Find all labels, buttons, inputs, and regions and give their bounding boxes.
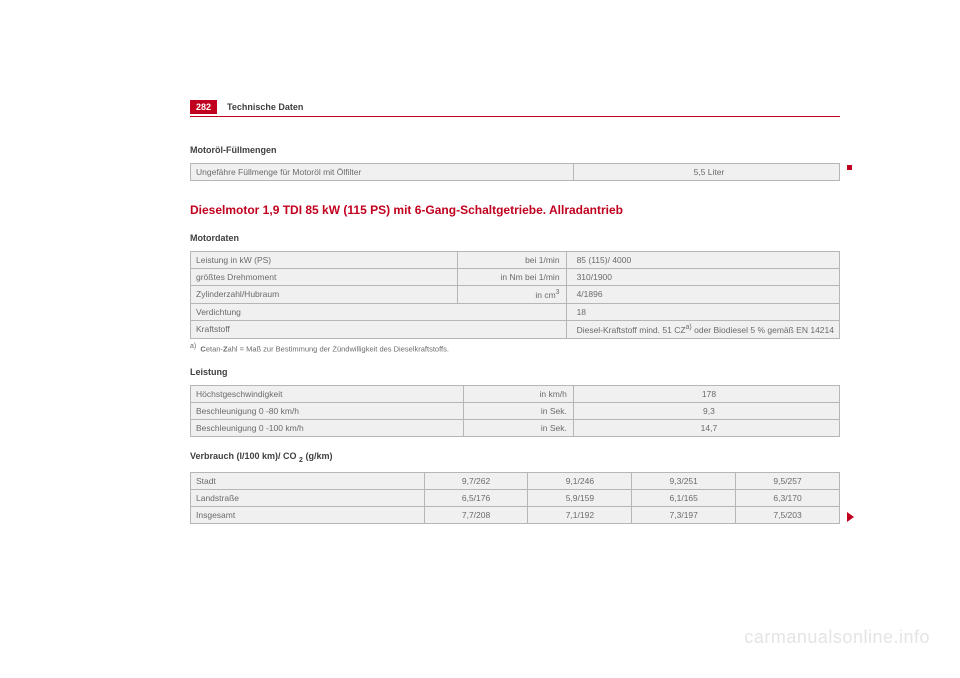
footnote-marker: a): [190, 343, 196, 350]
table-row: Leistung in kW (PS) bei 1/min 85 (115)/ …: [191, 252, 840, 269]
unit-text: in cm: [535, 290, 555, 300]
table-row: Zylinderzahl/Hubraum in cm3 4/1896: [191, 286, 840, 304]
oil-title: Motoröl-Füllmengen: [190, 145, 840, 155]
cell-value: 9,3/251: [632, 472, 736, 489]
table-row: Verdichtung 18: [191, 303, 840, 320]
cell-value: 9,3: [573, 403, 839, 420]
watermark: carmanualsonline.info: [744, 627, 930, 648]
table-row: Kraftstoff Diesel-Kraftstoff mind. 51 CZ…: [191, 320, 840, 338]
cell-value: 6,5/176: [424, 489, 528, 506]
cell-value: 18: [566, 303, 839, 320]
cell-value: 7,7/208: [424, 506, 528, 523]
title-suffix: (g/km): [303, 451, 333, 461]
footnote: a) Cetan-Zahl = Maß zur Bestimmung der Z…: [190, 343, 840, 354]
cell-unit: in Sek.: [463, 403, 573, 420]
table-row: Beschleunigung 0 -80 km/h in Sek. 9,3: [191, 403, 840, 420]
cell-label: Zylinderzahl/Hubraum: [191, 286, 458, 304]
cell-label: Leistung in kW (PS): [191, 252, 458, 269]
cell-value: 6,1/165: [632, 489, 736, 506]
cell-value: 14,7: [573, 420, 839, 437]
cell-value: 7,3/197: [632, 506, 736, 523]
cell-label: Insgesamt: [191, 506, 425, 523]
page-number-badge: 282: [190, 100, 217, 114]
cell-value: 9,5/257: [736, 472, 840, 489]
cell-value: 9,7/262: [424, 472, 528, 489]
engine-heading: Dieselmotor 1,9 TDI 85 kW (115 PS) mit 6…: [190, 203, 840, 217]
oil-section: Motoröl-Füllmengen Ungefähre Füllmenge f…: [190, 145, 840, 181]
cell-unit: in cm3: [457, 286, 566, 304]
page-header: 282 Technische Daten: [190, 100, 840, 114]
leistung-section: Leistung Höchstgeschwindigkeit in km/h 1…: [190, 367, 840, 437]
cell-value: 4/1896: [566, 286, 839, 304]
cell-unit: bei 1/min: [457, 252, 566, 269]
cell-label: Höchstgeschwindigkeit: [191, 386, 464, 403]
cell-value: 5,9/159: [528, 489, 632, 506]
page-content: 282 Technische Daten Motoröl-Füllmengen …: [190, 100, 840, 538]
cell-value: 7,1/192: [528, 506, 632, 523]
continue-arrow-icon: [847, 512, 854, 522]
cell-value: 6,3/170: [736, 489, 840, 506]
motordaten-title: Motordaten: [190, 233, 840, 243]
cell-value: 310/1900: [566, 269, 839, 286]
cell-value: Diesel-Kraftstoff mind. 51 CZa) oder Bio…: [566, 320, 839, 338]
verbrauch-title: Verbrauch (l/100 km)/ CO 2 (g/km): [190, 451, 840, 464]
cell-unit: in Sek.: [463, 420, 573, 437]
verbrauch-table: Stadt 9,7/262 9,1/246 9,3/251 9,5/257 La…: [190, 472, 840, 524]
leistung-table: Höchstgeschwindigkeit in km/h 178 Beschl…: [190, 385, 840, 437]
header-rule: [190, 116, 840, 117]
cell-label: Verdichtung: [191, 303, 567, 320]
cell-label: Kraftstoff: [191, 320, 567, 338]
verbrauch-section: Verbrauch (l/100 km)/ CO 2 (g/km) Stadt …: [190, 451, 840, 524]
footnote-text2: ahl = Maß zur Bestimmung der Zündwilligk…: [228, 344, 449, 353]
oil-value: 5,5 Liter: [573, 164, 839, 181]
footnote-text: etan-: [206, 344, 223, 353]
cell-label: größtes Drehmoment: [191, 269, 458, 286]
red-marker-icon: [847, 165, 852, 170]
leistung-title: Leistung: [190, 367, 840, 377]
motordaten-section: Motordaten Leistung in kW (PS) bei 1/min…: [190, 233, 840, 353]
header-title: Technische Daten: [227, 102, 303, 112]
table-row: Höchstgeschwindigkeit in km/h 178: [191, 386, 840, 403]
cell-label: Landstraße: [191, 489, 425, 506]
fuel-suffix: oder Biodiesel 5 % gemäß EN 14214: [692, 325, 834, 335]
table-row: Insgesamt 7,7/208 7,1/192 7,3/197 7,5/20…: [191, 506, 840, 523]
cell-unit: in km/h: [463, 386, 573, 403]
table-row: Landstraße 6,5/176 5,9/159 6,1/165 6,3/1…: [191, 489, 840, 506]
fuel-text: Diesel-Kraftstoff mind. 51 CZ: [577, 325, 686, 335]
cell-label: Beschleunigung 0 -80 km/h: [191, 403, 464, 420]
table-row: Stadt 9,7/262 9,1/246 9,3/251 9,5/257: [191, 472, 840, 489]
oil-label: Ungefähre Füllmenge für Motoröl mit Ölfi…: [191, 164, 574, 181]
cell-value: 7,5/203: [736, 506, 840, 523]
motordaten-table: Leistung in kW (PS) bei 1/min 85 (115)/ …: [190, 251, 840, 339]
cell-label: Stadt: [191, 472, 425, 489]
table-row: größtes Drehmoment in Nm bei 1/min 310/1…: [191, 269, 840, 286]
cell-value: 85 (115)/ 4000: [566, 252, 839, 269]
table-row: Ungefähre Füllmenge für Motoröl mit Ölfi…: [191, 164, 840, 181]
oil-table: Ungefähre Füllmenge für Motoröl mit Ölfi…: [190, 163, 840, 181]
superscript: 3: [556, 289, 560, 296]
cell-value: 178: [573, 386, 839, 403]
table-row: Beschleunigung 0 -100 km/h in Sek. 14,7: [191, 420, 840, 437]
cell-value: 9,1/246: [528, 472, 632, 489]
cell-unit: in Nm bei 1/min: [457, 269, 566, 286]
cell-label: Beschleunigung 0 -100 km/h: [191, 420, 464, 437]
title-prefix: Verbrauch (l/100 km)/ CO: [190, 451, 299, 461]
